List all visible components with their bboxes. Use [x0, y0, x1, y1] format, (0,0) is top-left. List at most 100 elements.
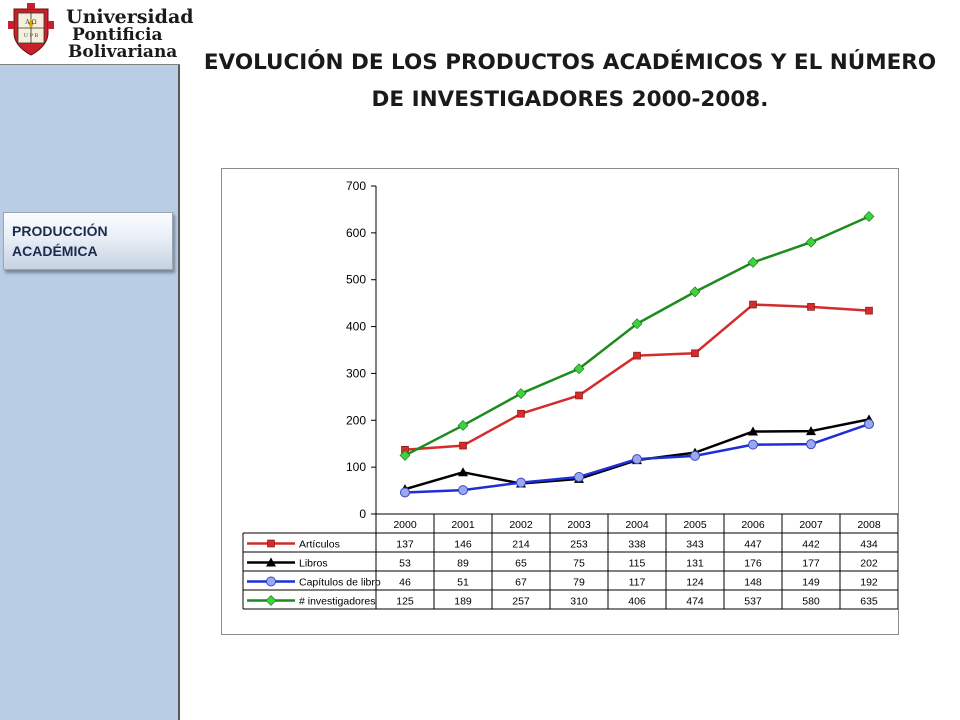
x-tick-label: 2001: [451, 519, 475, 531]
table-value-cell: 338: [628, 539, 646, 551]
table-value-cell: 53: [399, 558, 411, 570]
x-tick-label: 2006: [741, 519, 765, 531]
logo-text-line1: Universidad: [66, 6, 194, 28]
data-point: [631, 318, 643, 330]
data-point: [748, 426, 758, 436]
table-value-cell: 65: [515, 558, 527, 570]
data-point: [807, 303, 815, 311]
table-value-cell: 253: [570, 539, 588, 551]
line-chart: 0 100 200 300 400 500 600 700 2000 2001 2002 2003 20…: [242, 179, 898, 610]
data-point: [748, 439, 758, 450]
section-button-label: PRODUCCIÓN ACADÉMICA: [12, 223, 108, 259]
y-tick-label: 600: [346, 226, 366, 240]
table-value-cell: 89: [457, 558, 469, 570]
data-point: [575, 391, 583, 400]
shield-bottom-letters: U P B: [24, 33, 39, 39]
data-point: [805, 236, 817, 248]
data-point: [633, 351, 641, 360]
data-point: [864, 419, 874, 430]
data-point: [747, 256, 759, 268]
y-tick-label: 0: [359, 507, 366, 521]
table-value-cell: 148: [744, 577, 762, 589]
table-value-cell: 177: [802, 558, 820, 570]
y-tick-label: 400: [346, 320, 366, 334]
legend-series-name: # investigadores: [299, 596, 375, 608]
table-value-cell: 635: [860, 596, 878, 608]
legend-series-name: Artículos: [299, 539, 340, 551]
data-point: [691, 349, 699, 358]
legend-key-marker: [266, 576, 276, 587]
data-point: [458, 467, 468, 477]
table-value-cell: 146: [454, 539, 472, 551]
shield-top-letters: A Ω: [24, 19, 36, 26]
table-value-cell: 343: [686, 539, 704, 551]
table-value-cell: 79: [573, 577, 585, 589]
logo-text-line2: Pontificia: [72, 25, 163, 45]
x-tick-label: 2007: [799, 519, 823, 531]
table-value-cell: 310: [570, 596, 588, 608]
sidebar: A Ω U P B Universidad Pontificia Bolivar…: [0, 0, 194, 720]
y-tick-label: 100: [346, 460, 366, 474]
data-point: [458, 485, 468, 496]
x-tick-label: 2003: [567, 519, 591, 531]
x-tick-label: 2000: [393, 519, 417, 531]
data-point: [863, 211, 875, 222]
table-value-cell: 202: [860, 558, 878, 570]
x-tick-label: 2005: [683, 519, 707, 531]
chart-container: 0 100 200 300 400 500 600 700 2000 2001 2002 2003 20…: [221, 168, 899, 635]
legend-series-name: Capítulos de libro: [299, 577, 381, 589]
table-value-cell: 474: [686, 596, 704, 608]
table-value-cell: 447: [744, 539, 762, 551]
legend-key-marker: [265, 595, 277, 606]
data-point: [517, 409, 525, 418]
table-value-cell: 434: [860, 539, 878, 551]
table-value-cell: 67: [515, 577, 527, 589]
table-value-cell: 46: [399, 577, 411, 589]
logo-text-line3: Bolivariana: [68, 42, 178, 62]
x-tick-label: 2004: [625, 519, 649, 531]
data-point: [806, 439, 816, 450]
data-point: [573, 363, 585, 375]
y-tick-label: 300: [346, 366, 366, 380]
table-value-cell: 406: [628, 596, 646, 608]
table-value-cell: 214: [512, 539, 530, 551]
y-tick-label: 200: [346, 413, 366, 427]
data-point: [689, 286, 701, 298]
table-value-cell: 51: [457, 577, 469, 589]
x-tick-label: 2008: [857, 519, 881, 531]
table-value-cell: 176: [744, 558, 762, 570]
data-point: [457, 420, 469, 431]
table-value-cell: 137: [396, 539, 414, 551]
table-value-cell: 131: [686, 558, 704, 570]
data-point: [574, 471, 584, 482]
table-value-cell: 537: [744, 596, 762, 608]
table-value-cell: 149: [802, 577, 820, 589]
table-value-cell: 124: [686, 577, 704, 589]
shield-icon: A Ω U P B: [8, 3, 54, 56]
table-value-cell: 115: [629, 558, 646, 570]
data-point: [399, 450, 411, 461]
x-tick-label: 2002: [509, 519, 533, 531]
data-point: [400, 487, 410, 498]
table-value-cell: 125: [396, 596, 414, 608]
data-point: [515, 388, 527, 400]
table-value-cell: 75: [573, 558, 585, 570]
data-point: [806, 426, 816, 436]
table-value-cell: 257: [512, 596, 530, 608]
data-point: [516, 477, 526, 488]
table-value-cell: 117: [629, 577, 646, 589]
table-value-cell: 189: [454, 596, 472, 608]
data-point: [749, 300, 757, 309]
table-value-cell: 580: [802, 596, 820, 608]
data-point: [690, 450, 700, 461]
y-tick-label: 700: [346, 179, 366, 193]
y-tick-label: 500: [346, 273, 366, 287]
page-title: EVOLUCIÓN DE LOS PRODUCTOS ACADÉMICOS Y …: [203, 50, 937, 112]
university-logo: A Ω U P B Universidad Pontificia Bolivar…: [0, 0, 194, 65]
data-point: [632, 454, 642, 465]
table-value-cell: 442: [802, 539, 820, 551]
legend-key-marker: [266, 557, 276, 567]
legend-series-name: Libros: [299, 558, 328, 570]
section-button-produccion-academica[interactable]: PRODUCCIÓN ACADÉMICA: [3, 212, 173, 270]
table-value-cell: 192: [860, 577, 878, 589]
